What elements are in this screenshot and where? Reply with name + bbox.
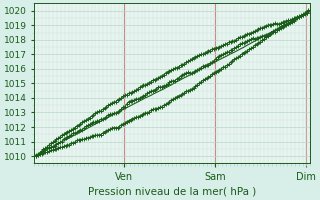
X-axis label: Pression niveau de la mer( hPa ): Pression niveau de la mer( hPa ) [88,187,256,197]
